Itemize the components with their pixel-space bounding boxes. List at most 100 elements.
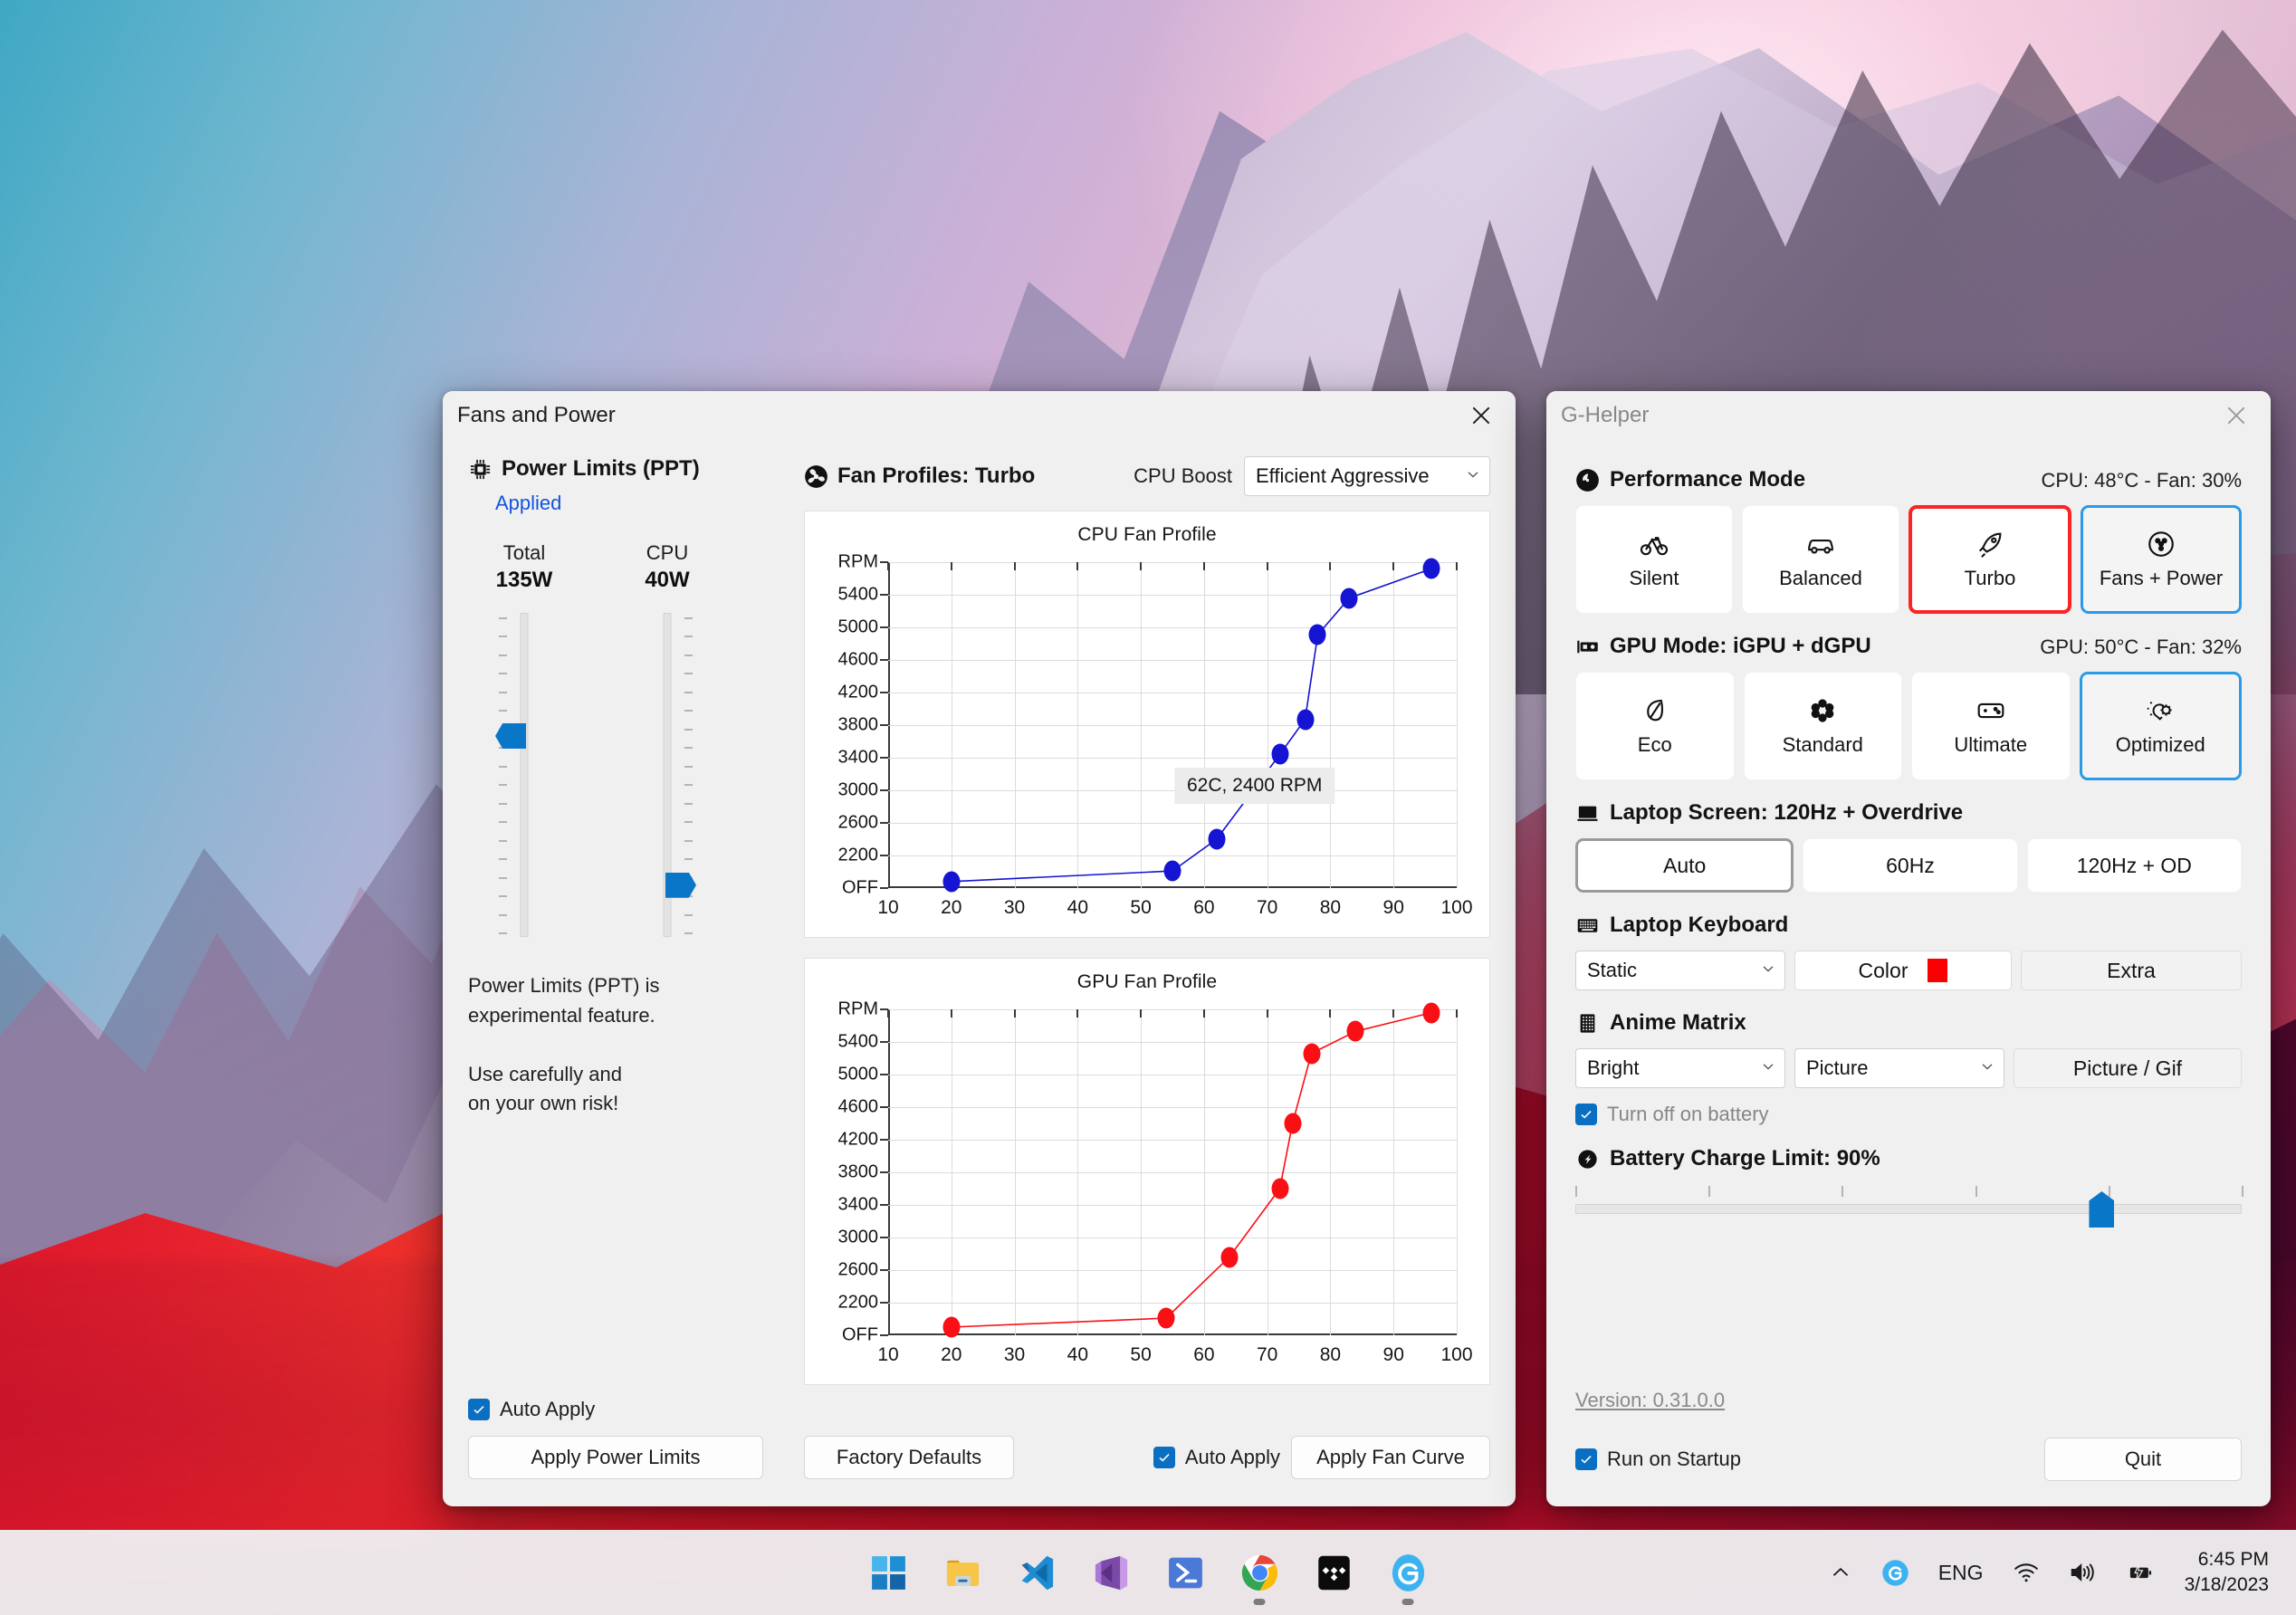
perf-tile-turbo[interactable]: Turbo (1909, 505, 2071, 614)
chart-x-tick-label: 80 (1319, 1344, 1342, 1365)
screen-pill-120hz-od[interactable]: 120Hz + OD (2026, 838, 2242, 893)
close-icon[interactable] (2202, 391, 2271, 440)
gpu-tile-eco-label: Eco (1637, 733, 1672, 756)
chart-x-tick-label: 40 (1067, 1344, 1089, 1365)
perf-tile-fans-power[interactable]: Fans + Power (2081, 505, 2242, 614)
anime-picture-gif-button[interactable]: Picture / Gif (2014, 1048, 2242, 1088)
anime-content-select[interactable]: Picture (1794, 1048, 2004, 1088)
power-auto-apply-row[interactable]: Auto Apply (468, 1398, 767, 1421)
chart-x-tick-mark (887, 562, 889, 570)
factory-defaults-button[interactable]: Factory Defaults (804, 1436, 1014, 1479)
chart-data-point[interactable] (1308, 624, 1326, 645)
g-helper-title: G-Helper (1561, 403, 1650, 427)
taskbar-clock[interactable]: 6:45 PM 3/18/2023 (2168, 1547, 2280, 1597)
laptop-screen-section: Laptop Screen: 120Hz + Overdrive Auto 60… (1575, 800, 2242, 893)
keyboard-extra-button[interactable]: Extra (2021, 951, 2242, 990)
chart-data-point[interactable] (1303, 1043, 1320, 1065)
anime-turn-off-battery-row[interactable]: Turn off on battery (1575, 1103, 2242, 1126)
perf-tile-silent[interactable]: Silent (1575, 505, 1733, 614)
chart-data-point[interactable] (1284, 1113, 1302, 1134)
chart-data-point[interactable] (1422, 558, 1440, 579)
gpu-tile-standard[interactable]: Standard (1743, 672, 1902, 780)
battery-charge-slider[interactable] (1575, 1186, 2243, 1228)
cpu-boost-select[interactable]: Efficient Aggressive (1244, 456, 1490, 496)
visual-studio-icon (1090, 1552, 1133, 1594)
chevron-up-icon (1829, 1561, 1852, 1584)
chart-y-tick-mark (880, 1041, 888, 1043)
taskbar-vs-code[interactable] (1000, 1535, 1074, 1610)
tray-volume-button[interactable] (2054, 1541, 2110, 1604)
chart-y-tick-mark (880, 1008, 888, 1010)
gpu-fan-profile-chart[interactable]: GPU Fan Profile OFF 2200 2600 3000 3400 3800 4… (804, 958, 1490, 1385)
chart-data-point[interactable] (1163, 860, 1181, 882)
slider-thumb[interactable] (665, 872, 696, 898)
fan-auto-apply-row[interactable]: Auto Apply (1153, 1446, 1280, 1469)
slider-thumb[interactable] (495, 723, 526, 750)
chart-data-point[interactable] (1220, 1247, 1239, 1268)
chart-data-point[interactable] (1340, 588, 1358, 609)
chart-data-point[interactable] (1422, 1002, 1440, 1024)
taskbar-file-explorer[interactable] (925, 1535, 1000, 1610)
apply-fan-curve-button[interactable]: Apply Fan Curve (1291, 1436, 1490, 1479)
power-limits-status[interactable]: Applied (495, 492, 562, 514)
chart-data-point[interactable] (1157, 1307, 1175, 1329)
chart-x-tick-mark (950, 562, 952, 570)
tray-battery-button[interactable] (2110, 1541, 2168, 1604)
chart-data-point[interactable] (1271, 1178, 1289, 1199)
apply-power-limits-button[interactable]: Apply Power Limits (468, 1436, 763, 1479)
taskbar: ENG (0, 1530, 2296, 1615)
slider-track (1575, 1204, 2242, 1214)
slider-thumb[interactable] (2089, 1191, 2115, 1228)
tray-g-helper-icon[interactable] (1867, 1541, 1924, 1604)
chart-gridline (1141, 1009, 1143, 1335)
screen-pill-60hz[interactable]: 60Hz (1803, 838, 2018, 893)
folder-icon (942, 1552, 984, 1594)
cpu-fan-profile-chart[interactable]: CPU Fan Profile OFF 2200 2600 3000 3400 3800 4… (804, 511, 1490, 938)
checkbox-checked-icon[interactable] (1153, 1447, 1175, 1468)
quit-button[interactable]: Quit (2044, 1438, 2242, 1481)
tray-overflow-button[interactable] (1814, 1541, 1867, 1604)
clock-date: 3/18/2023 (2184, 1574, 2269, 1595)
chart-gridline (888, 1270, 1457, 1271)
checkbox-checked-icon[interactable] (1575, 1448, 1597, 1470)
chart-data-point[interactable] (1346, 1020, 1364, 1042)
chart-y-tick-mark (880, 1204, 888, 1206)
close-icon[interactable] (1447, 391, 1516, 440)
gpu-tile-ultimate[interactable]: Ultimate (1911, 672, 2071, 780)
taskbar-g-helper[interactable] (1371, 1535, 1445, 1610)
chart-y-tick-mark (880, 757, 888, 759)
keyboard-mode-select[interactable]: Static (1575, 951, 1785, 990)
taskbar-visual-studio[interactable] (1074, 1535, 1148, 1610)
anime-brightness-select[interactable]: Bright (1575, 1048, 1785, 1088)
color-swatch[interactable] (1928, 959, 1948, 982)
chart-x-tick-mark (1329, 562, 1332, 570)
tray-language-button[interactable]: ENG (1924, 1541, 1998, 1604)
checkbox-checked-icon[interactable] (1575, 1104, 1597, 1125)
total-power-readout: Total 135W (468, 541, 580, 593)
taskbar-start-button[interactable] (851, 1535, 925, 1610)
chart-y-tick-mark (880, 1139, 888, 1141)
chart-data-point[interactable] (1208, 828, 1226, 850)
tray-wifi-button[interactable] (1998, 1541, 2054, 1604)
keyboard-color-button[interactable]: Color (1794, 951, 2012, 990)
taskbar-powershell[interactable] (1148, 1535, 1222, 1610)
chart-data-point[interactable] (1296, 709, 1315, 731)
checkbox-checked-icon[interactable] (468, 1399, 490, 1420)
chart-y-tick-label: OFF (842, 1324, 878, 1345)
perf-tile-balanced[interactable]: Balanced (1742, 505, 1899, 614)
taskbar-tidal[interactable] (1296, 1535, 1371, 1610)
chart-plot-area[interactable]: OFF 2200 2600 3000 3400 3800 4200 4600 5000 5400 R… (838, 552, 1473, 919)
battery-charge-limit-heading: Battery Charge Limit: 90% (1575, 1146, 2242, 1171)
chart-data-point[interactable] (1271, 743, 1289, 765)
taskbar-chrome[interactable] (1222, 1535, 1296, 1610)
screen-pill-auto[interactable]: Auto (1575, 838, 1794, 893)
gpu-tile-eco[interactable]: Eco (1575, 672, 1735, 780)
total-power-slider[interactable] (468, 613, 580, 937)
chart-data-point[interactable] (942, 871, 961, 893)
gpu-tile-optimized[interactable]: Optimized (2079, 672, 2242, 780)
cpu-power-slider[interactable] (611, 613, 723, 937)
chart-plot-area[interactable]: OFF 2200 2600 3000 3400 3800 4200 4600 5000 5400 R… (838, 999, 1473, 1366)
run-on-startup-row[interactable]: Run on Startup (1575, 1448, 1741, 1471)
chart-data-point[interactable] (942, 1316, 961, 1338)
version-link[interactable]: Version: 0.31.0.0 (1575, 1389, 1726, 1411)
